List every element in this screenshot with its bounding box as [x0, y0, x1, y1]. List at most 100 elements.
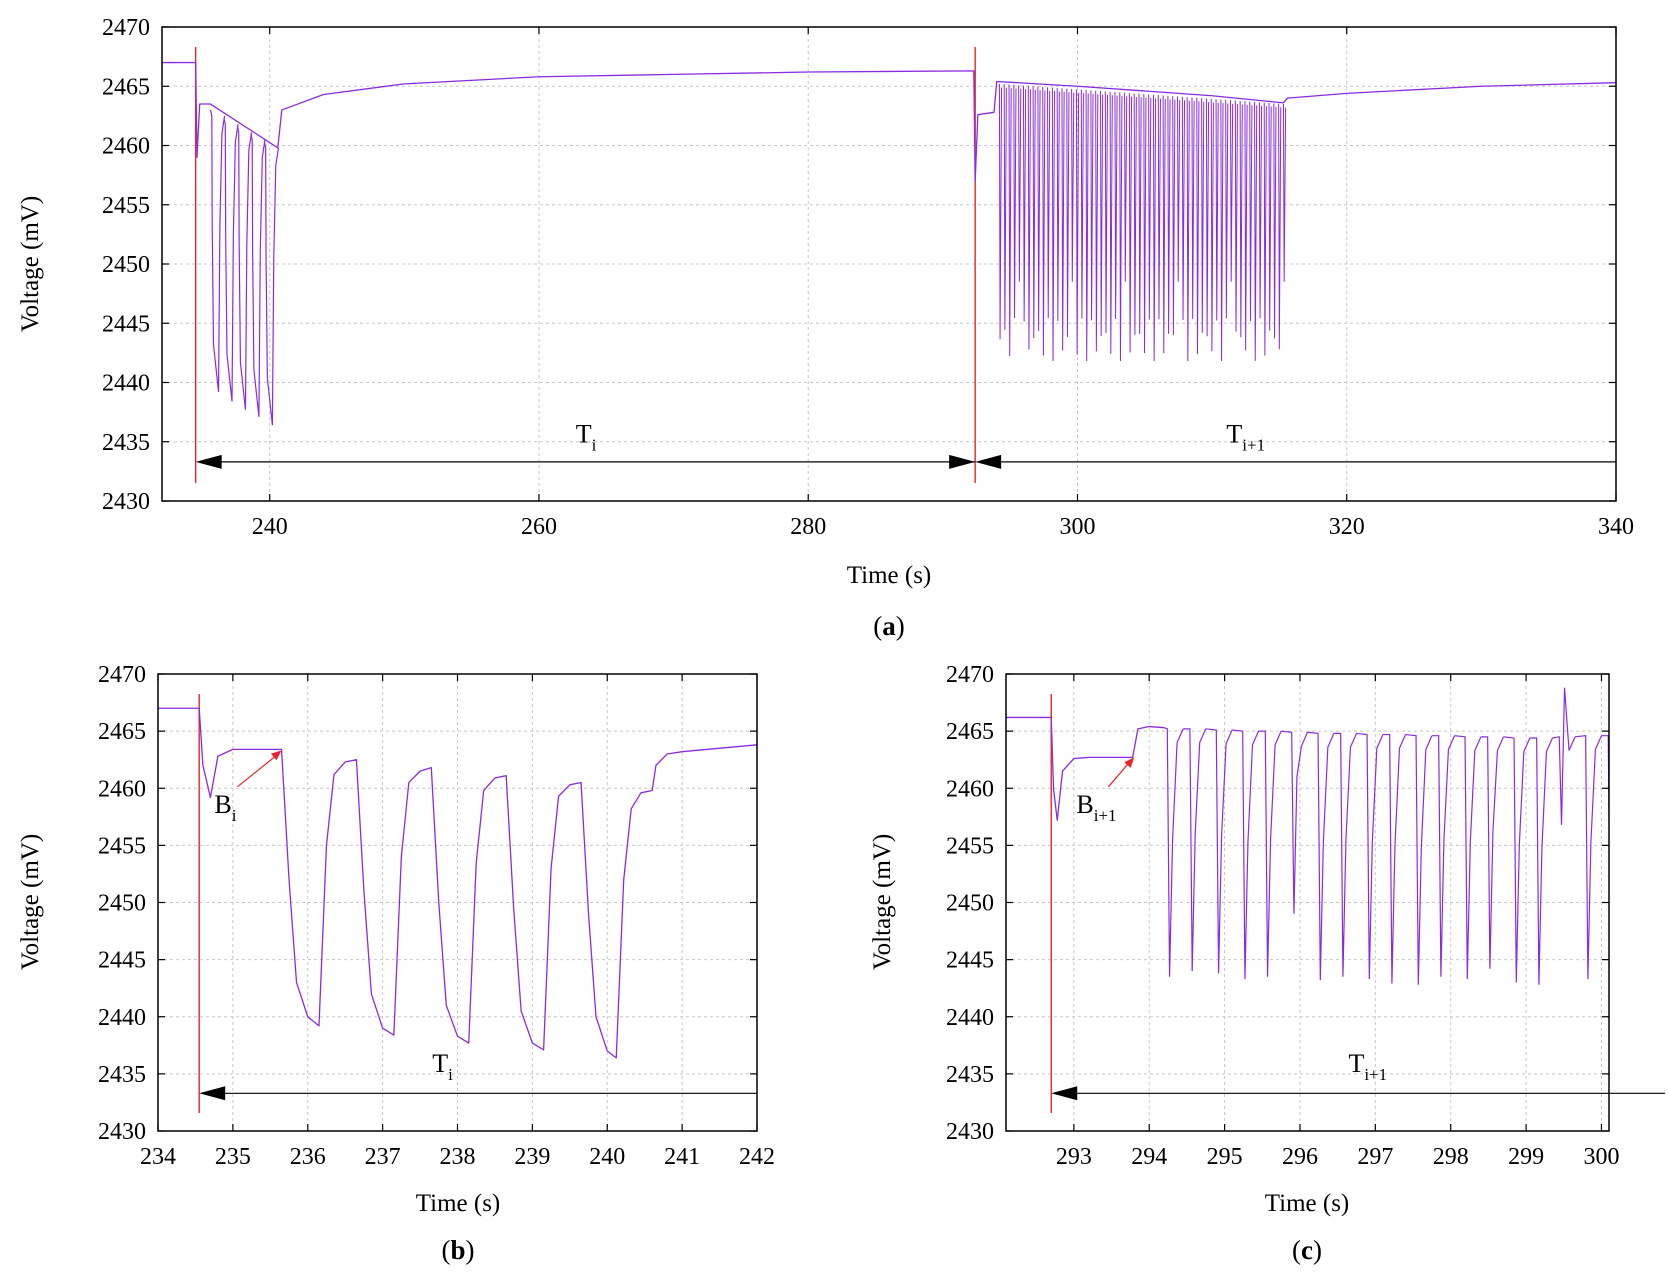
pulse	[263, 141, 280, 426]
x-tick-label: 297	[1357, 1144, 1393, 1170]
x-tick-label: 234	[140, 1144, 176, 1170]
spike	[1128, 93, 1133, 353]
y-ticks-b: 2430 2435 2440 2445 2450 2455 2460 2465 2470	[98, 662, 757, 1145]
x-tick-label: 237	[365, 1144, 401, 1170]
x-ticks-b: 234 235 236 237 238 239 240 241 242	[140, 674, 775, 1170]
spike	[1119, 92, 1123, 362]
spike	[1100, 91, 1104, 336]
spike	[1008, 84, 1012, 357]
plot-area-c	[1006, 687, 1609, 1113]
spike	[1013, 84, 1017, 318]
spike	[1225, 99, 1229, 319]
spike	[1234, 100, 1238, 332]
x-tick-label: 280	[790, 514, 826, 540]
spike	[1177, 96, 1181, 282]
series-b	[158, 707, 757, 1059]
series-line	[162, 61, 1616, 182]
y-tick-label: 2470	[946, 662, 994, 688]
series-line	[158, 707, 757, 1059]
spike	[1205, 728, 1233, 974]
spike	[1042, 86, 1046, 356]
pointer-head	[270, 750, 282, 761]
grid-b	[158, 674, 757, 1131]
spike	[1503, 736, 1531, 983]
y-tick-label: 2430	[98, 1119, 146, 1145]
spike	[1090, 90, 1094, 321]
spike	[1152, 94, 1157, 362]
spike	[1273, 103, 1277, 339]
spike	[1056, 87, 1060, 321]
spike	[1282, 104, 1287, 282]
y-tick-label: 2450	[98, 891, 146, 917]
arrow-head-left	[199, 1086, 226, 1101]
spike	[1281, 730, 1309, 914]
pulse	[223, 118, 239, 402]
arrow-head-right	[949, 454, 976, 469]
pulse	[250, 133, 266, 417]
series-a	[162, 61, 1616, 426]
annotation-label: Ti	[432, 1049, 453, 1084]
spike	[1162, 95, 1166, 354]
spike	[1109, 91, 1113, 354]
y-tick-label: 2455	[946, 833, 994, 859]
x-tick-label: 293	[1056, 1144, 1092, 1170]
annotations-a: Ti Ti+1	[576, 419, 1265, 454]
y-axis-label-c: Voltage (mV)	[869, 834, 896, 970]
spike	[1258, 730, 1282, 977]
x-tick-label: 235	[215, 1144, 251, 1170]
spike	[1244, 101, 1248, 351]
x-axis-label-b: Time (s)	[416, 1190, 501, 1217]
arrow-head-left	[975, 454, 1002, 469]
x-tick-label: 238	[440, 1144, 476, 1170]
spike	[1037, 86, 1041, 331]
pulse	[209, 109, 226, 393]
spike	[1307, 731, 1335, 981]
spike	[1333, 732, 1358, 977]
annotation-label: Ti	[576, 419, 597, 454]
y-tick-label: 2445	[102, 311, 150, 337]
spike	[1172, 96, 1176, 336]
x-tick-label: 260	[521, 514, 557, 540]
spike	[1431, 735, 1456, 977]
grid-c	[1006, 674, 1609, 1131]
x-tick-label: 296	[1282, 1144, 1318, 1170]
y-tick-label: 2435	[102, 430, 150, 456]
spike	[1114, 92, 1118, 320]
spike	[1032, 86, 1036, 339]
chart-panel-c: Ti+1Bi+1 293 294 295 296 297 298 299 300 243024…	[869, 662, 1665, 1265]
y-axis-label-a: Voltage (mV)	[17, 196, 44, 332]
spike	[1254, 101, 1258, 361]
grid-a	[162, 27, 1616, 501]
spike	[1104, 91, 1108, 333]
chart-panel-a: Ti Ti+1 240 260 280 300 320 340 24302435244024…	[17, 15, 1634, 641]
y-tick-label: 2440	[102, 371, 150, 397]
arrow-head-left	[1051, 1086, 1078, 1101]
panel-label-a: (a)	[873, 611, 905, 641]
y-tick-label: 2460	[102, 134, 150, 160]
x-ticks-c: 293 294 295 296 297 298 299 300	[1056, 674, 1619, 1170]
x-tick-label: 236	[290, 1144, 326, 1170]
y-axis-label-b: Voltage (mV)	[17, 834, 44, 970]
spike	[1018, 85, 1022, 282]
spike	[1047, 87, 1051, 319]
y-tick-label: 2445	[946, 948, 994, 974]
spike	[1552, 687, 1576, 825]
red-markers-a	[194, 47, 976, 483]
arrows-c	[1051, 1086, 1665, 1101]
x-tick-label: 242	[739, 1144, 775, 1170]
spike	[1061, 88, 1065, 351]
panel-label-c: (c)	[1292, 1235, 1322, 1265]
plot-area-a	[162, 47, 1616, 483]
spike	[1196, 97, 1200, 355]
x-tick-label: 294	[1131, 1144, 1167, 1170]
spike	[1201, 98, 1205, 333]
arrows-b	[199, 1086, 757, 1101]
annotation-label: Ti+1	[1226, 419, 1265, 454]
y-tick-label: 2430	[102, 489, 150, 515]
spike	[1230, 100, 1234, 282]
spike	[1138, 93, 1142, 335]
y-tick-label: 2450	[946, 891, 994, 917]
spike	[1215, 99, 1219, 321]
